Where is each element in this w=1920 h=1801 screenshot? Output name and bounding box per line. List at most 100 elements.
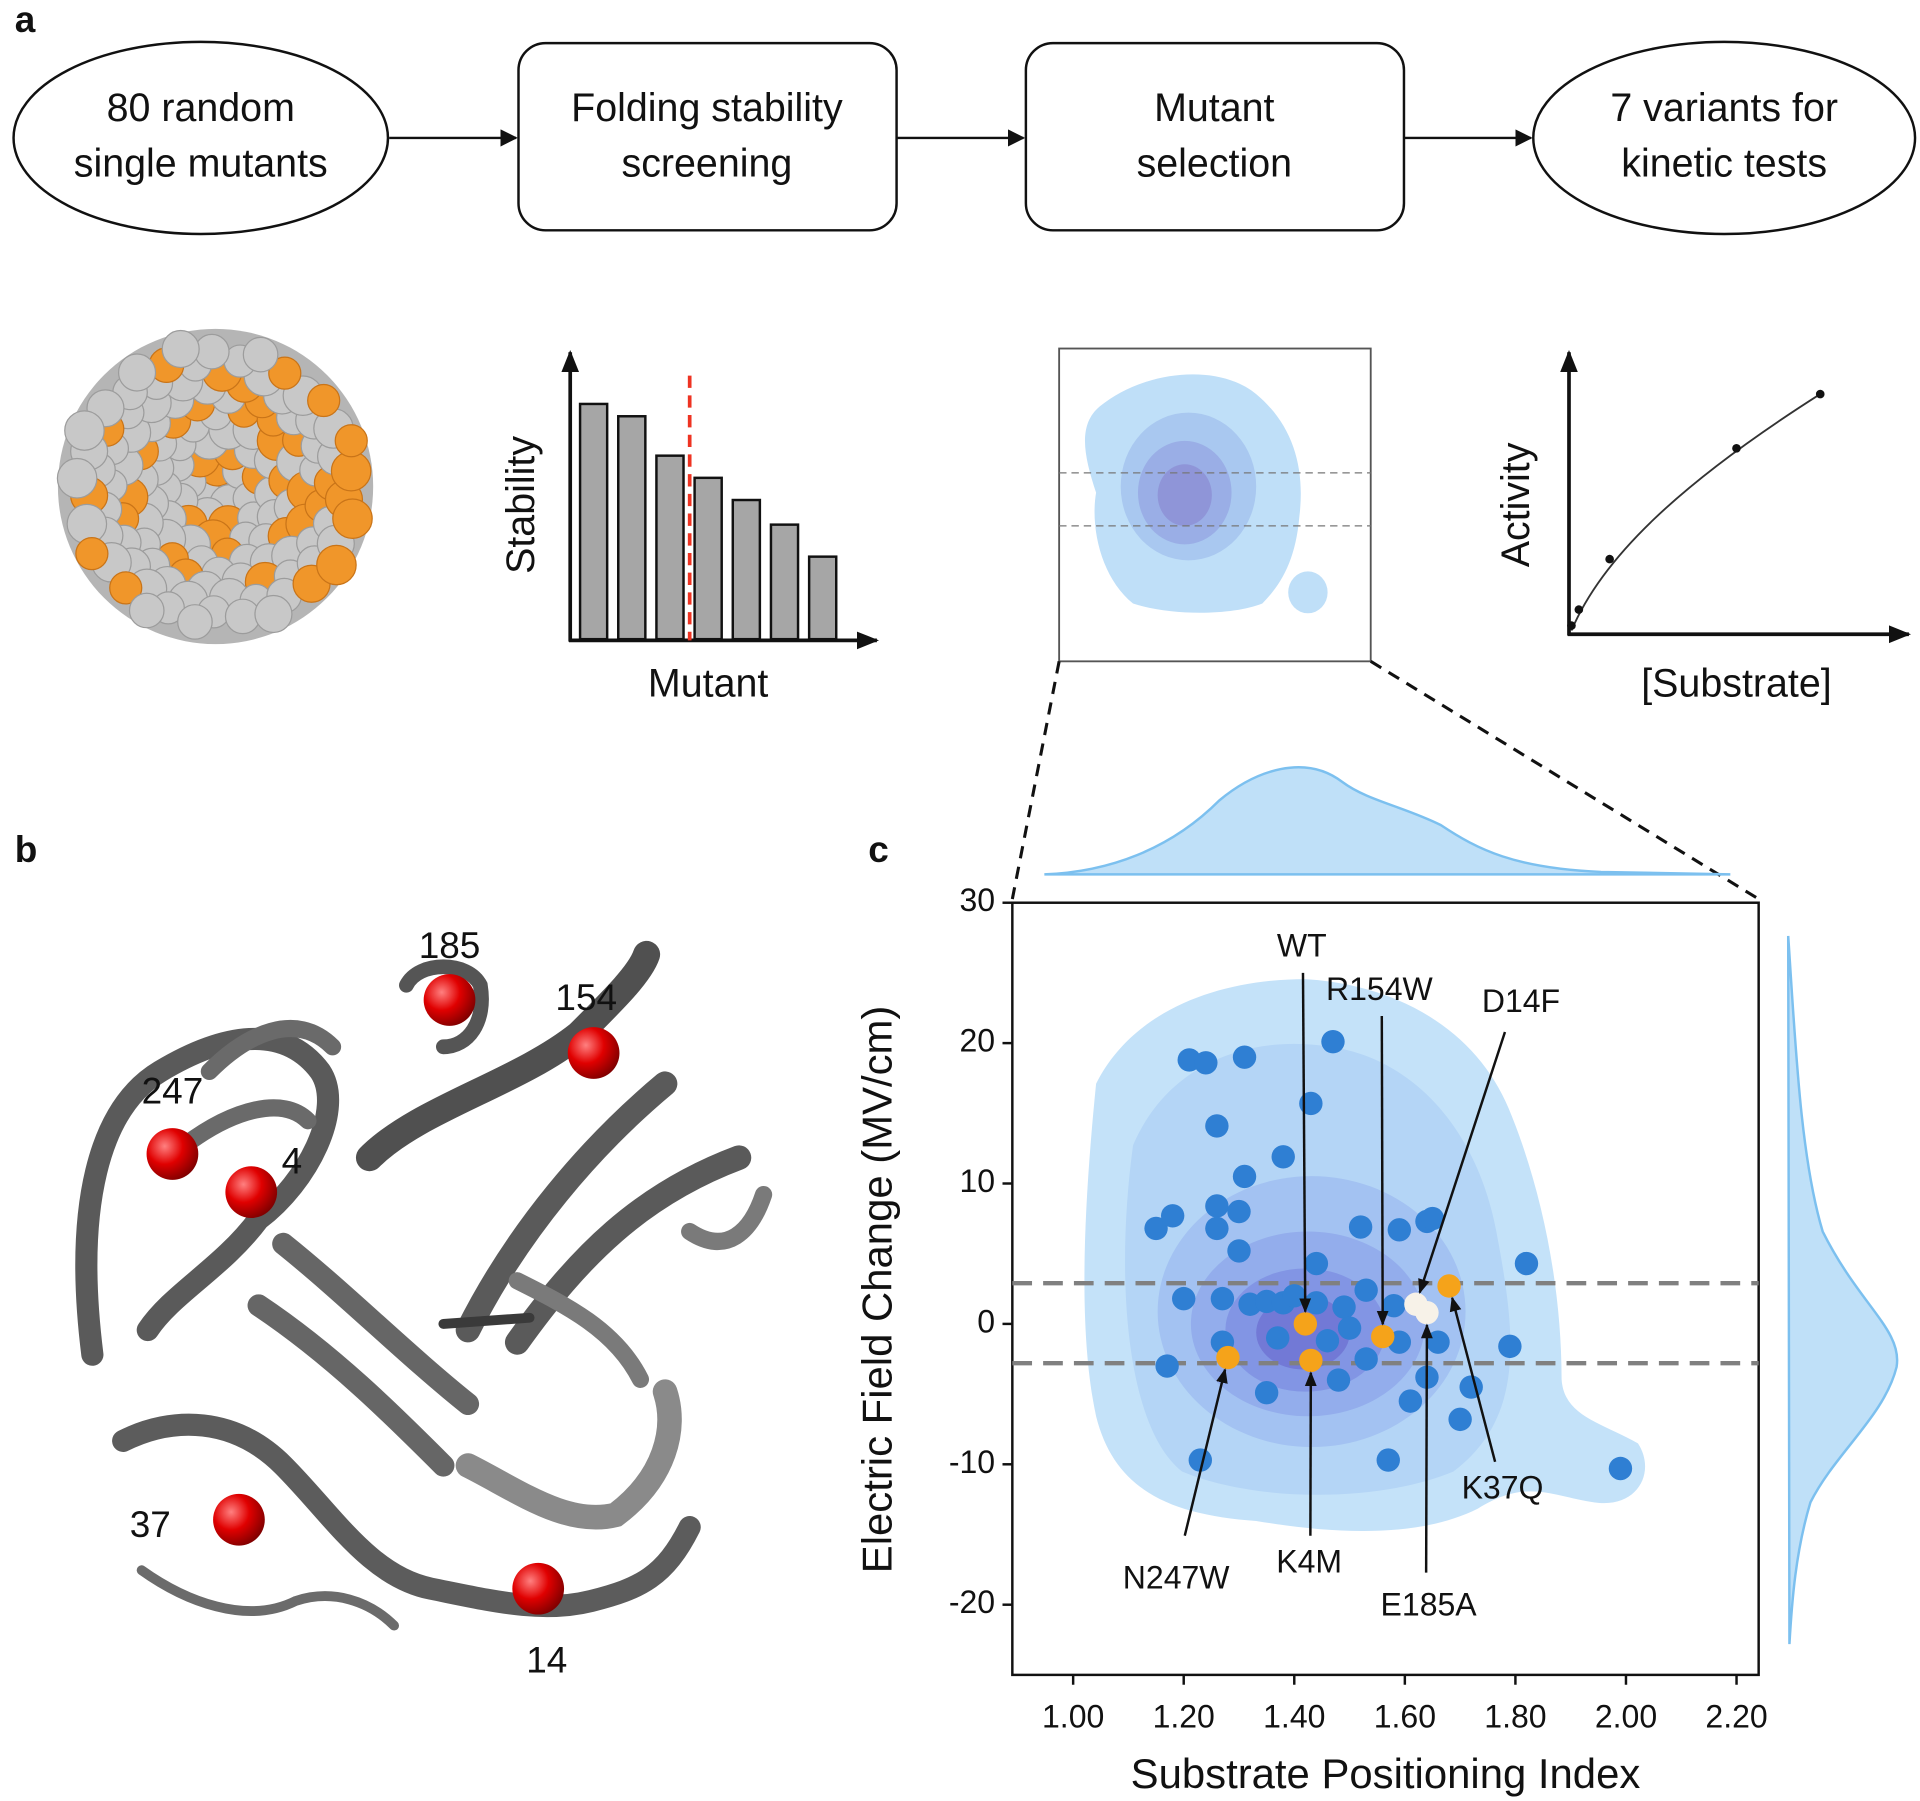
fit-curve xyxy=(1570,393,1821,631)
step-text: single mutants xyxy=(74,142,328,186)
surface-bead xyxy=(254,594,293,634)
annotation-arrow xyxy=(1299,972,1312,1314)
sketch-bar xyxy=(655,454,685,641)
data-point xyxy=(1382,1293,1406,1318)
sketch-bar xyxy=(693,476,723,641)
data-point xyxy=(1608,1456,1633,1481)
sheet xyxy=(455,1071,752,1355)
selection-sketch xyxy=(1010,347,1760,901)
loop xyxy=(136,1565,400,1631)
surface-bead xyxy=(56,457,98,499)
density xyxy=(1288,571,1328,614)
helix xyxy=(112,1413,701,1618)
step-text: screening xyxy=(622,142,793,186)
axis-label: Mutant xyxy=(648,661,768,705)
data-point xyxy=(1426,1330,1450,1354)
sheet xyxy=(247,1232,480,1477)
activity-sketch: Activity [Substrate] xyxy=(1494,350,1912,705)
x-tick-label: 1.60 xyxy=(1374,1699,1436,1735)
density-contours xyxy=(1084,979,1646,1532)
residue-sphere xyxy=(213,1493,265,1546)
data-point xyxy=(1265,1326,1290,1350)
axis-label: [Substrate] xyxy=(1641,661,1832,705)
surface-bead xyxy=(334,424,368,458)
helix xyxy=(399,959,489,1055)
step-shape xyxy=(1532,40,1917,236)
panel-label: a xyxy=(15,0,36,40)
workflow xyxy=(12,40,1917,236)
sketch-bar xyxy=(769,523,800,641)
axis-label: Activity xyxy=(1494,442,1538,567)
data-point xyxy=(1160,1204,1185,1228)
data-point xyxy=(1348,1215,1373,1239)
residue-label: 4 xyxy=(282,1141,303,1182)
annotation-label: E185A xyxy=(1381,1587,1478,1623)
step-shape xyxy=(12,40,390,236)
annotation-label: D14F xyxy=(1482,983,1560,1019)
y-tick-label: 10 xyxy=(960,1163,996,1199)
data-point xyxy=(1376,1448,1400,1472)
residue-sphere xyxy=(225,1166,278,1218)
y-axis-label: Electric Field Change (MV/cm) xyxy=(854,1006,901,1574)
annotation-arrow xyxy=(1183,1368,1228,1537)
data-point xyxy=(1315,1329,1340,1353)
data-point xyxy=(1155,1354,1179,1378)
helix xyxy=(75,1027,340,1366)
sketch-point xyxy=(1732,443,1741,453)
surface-bead xyxy=(177,604,213,640)
x-tick-label: 1.00 xyxy=(1042,1699,1104,1735)
data-point xyxy=(1321,1030,1345,1054)
step-text: Folding stability xyxy=(571,86,843,130)
marginal-density xyxy=(1786,935,1899,1645)
sketch-point xyxy=(1574,605,1584,614)
sketch-bar xyxy=(731,498,762,641)
data-point xyxy=(1420,1206,1445,1231)
surface-bead xyxy=(64,410,105,451)
annotation-arrow xyxy=(1418,1031,1507,1294)
data-point xyxy=(1205,1216,1229,1241)
sketch-bar xyxy=(617,415,647,641)
data-point xyxy=(1304,1251,1329,1276)
surface-bead xyxy=(268,356,302,390)
data-point xyxy=(1371,1324,1395,1349)
zoom-line xyxy=(1369,660,1760,901)
annotation-label: WT xyxy=(1277,928,1327,964)
density xyxy=(1157,464,1212,526)
stability-sketch: Stability Mutant xyxy=(499,350,880,705)
data-point xyxy=(1205,1114,1229,1138)
sketch-bar xyxy=(807,555,838,641)
step-text: selection xyxy=(1137,142,1292,186)
surface-bead xyxy=(332,498,373,539)
data-point xyxy=(1354,1347,1378,1371)
data-point xyxy=(1498,1334,1522,1359)
surface-bead xyxy=(117,353,157,392)
surface-bead xyxy=(307,383,341,418)
plot-frame xyxy=(1011,901,1760,1677)
y-tick-label: 0 xyxy=(977,1303,995,1339)
panel-label: b xyxy=(15,829,38,870)
annotation-arrow xyxy=(1420,1323,1433,1573)
sketch-point xyxy=(1567,621,1576,630)
x-tick-label: 1.40 xyxy=(1263,1699,1325,1735)
protein-cartoon xyxy=(75,940,773,1631)
data-point xyxy=(1415,1300,1439,1325)
sketch-point xyxy=(1815,389,1825,399)
y-tick-label: -10 xyxy=(949,1444,995,1480)
sketch-bar xyxy=(578,402,609,641)
helix xyxy=(455,1379,682,1530)
y-tick-label: 20 xyxy=(960,1023,996,1059)
step-text: Mutant xyxy=(1154,86,1274,130)
sheet xyxy=(355,940,661,1172)
annotation-label: K4M xyxy=(1276,1544,1342,1580)
residue-label: 37 xyxy=(130,1504,171,1545)
annotation-arrow xyxy=(1376,1016,1389,1326)
x-tick-label: 2.00 xyxy=(1595,1699,1657,1735)
data-point xyxy=(1437,1274,1461,1298)
data-point xyxy=(1448,1407,1472,1432)
marginal-density xyxy=(1044,766,1731,876)
data-point xyxy=(1514,1251,1539,1276)
data-point xyxy=(1304,1291,1329,1315)
surface-bead xyxy=(109,571,143,605)
annotation-label: N247W xyxy=(1123,1560,1231,1596)
x-tick-label: 1.20 xyxy=(1153,1699,1215,1735)
